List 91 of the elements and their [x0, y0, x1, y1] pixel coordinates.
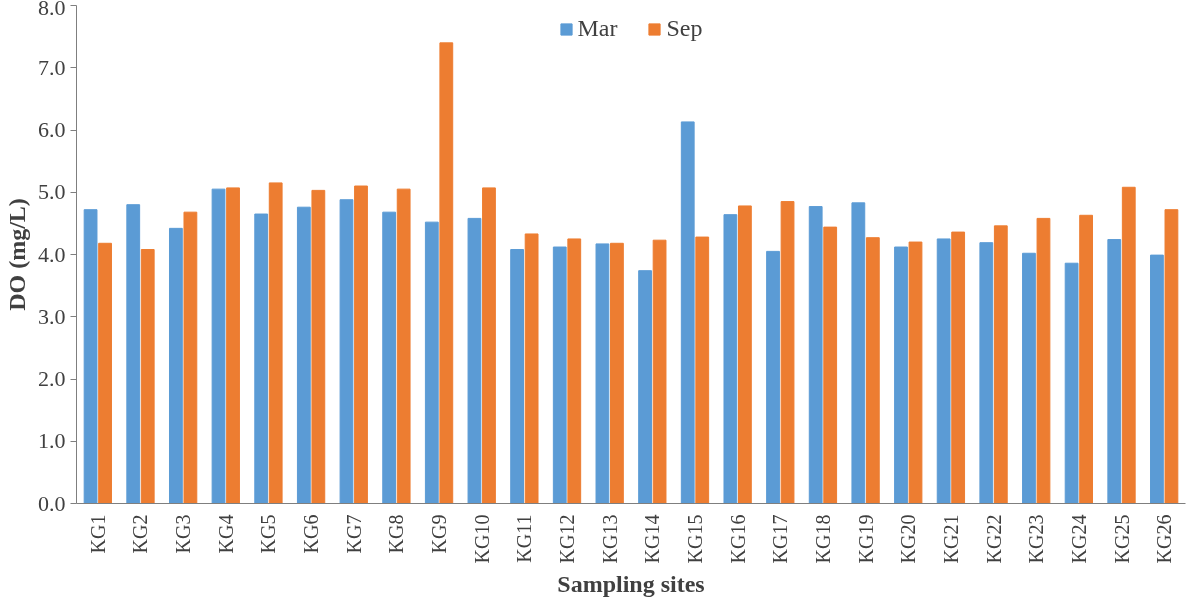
bar	[979, 242, 994, 504]
bar	[98, 242, 112, 504]
y-tick-label: 6.0	[38, 117, 66, 142]
bar	[610, 242, 624, 504]
x-tick-label: KG25	[1110, 514, 1133, 564]
bar	[936, 238, 951, 504]
x-tick-label: KG9	[428, 514, 451, 554]
y-tick-label: 3.0	[38, 303, 66, 329]
bar	[823, 226, 838, 504]
bar	[296, 206, 311, 504]
bar	[424, 221, 439, 504]
x-tick-label: KG18	[811, 514, 834, 564]
bar	[638, 270, 652, 504]
x-tick-label: KG10	[470, 514, 493, 564]
legend-label: Sep	[666, 15, 703, 42]
bar	[567, 238, 582, 504]
x-tick-label: KG15	[683, 514, 706, 564]
bar	[439, 42, 454, 504]
x-tick-label: KG1	[86, 514, 109, 554]
y-tick-label: 2.0	[38, 366, 66, 391]
x-axis-title: Sampling sites	[557, 571, 705, 598]
bar	[183, 211, 198, 504]
bar	[1022, 252, 1036, 504]
x-tick-label: KG20	[897, 514, 920, 564]
bar	[1079, 214, 1094, 504]
y-tick-label: 4.0	[38, 241, 66, 267]
bar	[226, 187, 240, 504]
x-tick-label: KG4	[214, 514, 237, 554]
x-tick-label: KG23	[1025, 514, 1048, 564]
x-tick-label: KG8	[385, 514, 408, 554]
x-tick-label: KG21	[939, 514, 962, 564]
bar	[595, 243, 610, 504]
bar	[780, 201, 795, 504]
bar	[908, 241, 923, 504]
y-tick-label: 1.0	[38, 428, 66, 454]
bar	[140, 249, 155, 504]
bar	[1150, 254, 1164, 504]
bar	[993, 225, 1008, 504]
bar	[254, 213, 269, 504]
x-tick-label: KG26	[1153, 514, 1176, 564]
bar	[339, 199, 354, 504]
bar	[482, 187, 496, 504]
bar	[723, 214, 738, 504]
bar	[211, 188, 226, 504]
x-tick-label: KG19	[854, 514, 877, 564]
x-tick-label: KG2	[129, 514, 152, 554]
x-tick-label: KG22	[982, 514, 1005, 564]
y-axis-title: DO (mg/L)	[4, 198, 30, 311]
bar	[652, 239, 667, 504]
x-tick-label: KG24	[1067, 514, 1090, 564]
bar	[396, 188, 411, 504]
bar	[680, 121, 695, 504]
x-tick-label: KG16	[726, 514, 749, 564]
bar	[951, 231, 966, 504]
bar	[695, 236, 710, 504]
bar	[1164, 209, 1179, 504]
bar	[808, 206, 823, 504]
bar	[894, 246, 908, 504]
legend-label: Mar	[577, 15, 618, 42]
bar	[510, 249, 525, 504]
bar	[268, 182, 283, 504]
bar	[126, 204, 141, 504]
y-tick-label: 5.0	[38, 179, 66, 205]
x-tick-label: KG11	[513, 514, 536, 563]
x-tick-label: KG12	[556, 514, 579, 564]
bar	[467, 217, 482, 504]
bar	[354, 185, 368, 504]
bar	[766, 250, 780, 504]
bar	[524, 233, 539, 504]
bar	[311, 189, 326, 504]
bar	[1107, 239, 1122, 504]
x-tick-label: KG5	[257, 514, 280, 554]
bar	[851, 202, 866, 504]
y-tick-label: 7.0	[38, 54, 66, 80]
bar	[168, 227, 183, 504]
x-tick-label: KG17	[769, 514, 792, 564]
x-tick-label: KG3	[172, 514, 195, 554]
bar	[737, 205, 752, 504]
x-tick-label: KG13	[598, 514, 621, 564]
x-tick-label: KG7	[342, 514, 365, 554]
bar	[83, 209, 98, 504]
bar	[552, 246, 567, 504]
x-tick-label: KG6	[300, 514, 323, 554]
bar	[1036, 217, 1051, 504]
y-tick-label: 8.0	[38, 0, 66, 20]
bar	[382, 211, 397, 504]
bar	[1121, 186, 1136, 504]
y-tick-label: 0.0	[38, 490, 66, 516]
bar	[1064, 262, 1079, 504]
x-tick-label: KG14	[641, 514, 664, 564]
bar	[865, 237, 880, 504]
